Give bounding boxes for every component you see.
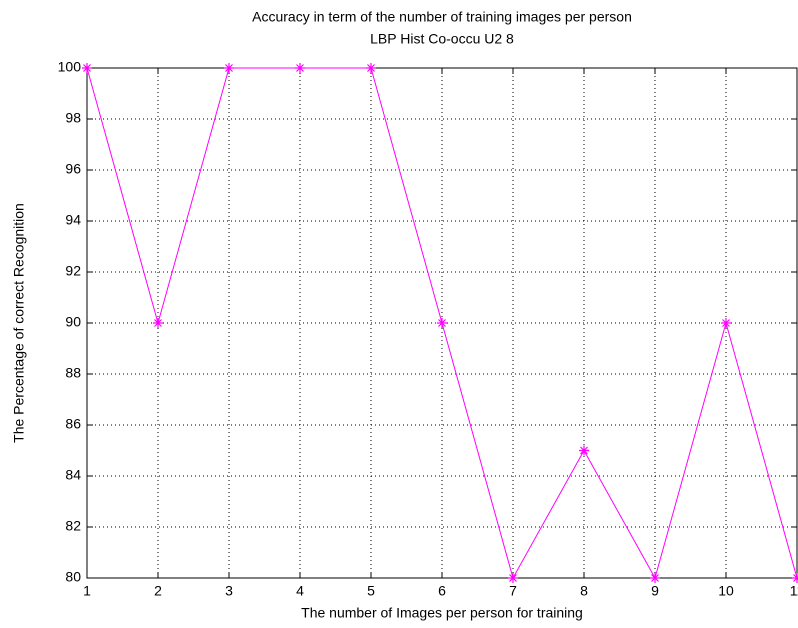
data-point — [366, 63, 376, 73]
y-tick-label: 88 — [65, 365, 81, 381]
data-point — [579, 445, 589, 456]
y-tick-label: 84 — [65, 467, 81, 483]
y-tick-label: 96 — [65, 161, 81, 177]
x-tick-label: 9 — [651, 583, 659, 599]
y-tick-label: 100 — [58, 59, 82, 75]
y-tick-label: 80 — [65, 569, 81, 585]
data-point — [153, 318, 163, 328]
plot-frame — [86, 67, 798, 579]
x-tick-label: 3 — [225, 583, 233, 599]
data-point — [295, 63, 305, 73]
x-tick-label: 10 — [718, 583, 734, 599]
x-tick-label: 6 — [438, 583, 446, 599]
x-axis-label: The number of Images per person for trai… — [301, 605, 583, 621]
data-point — [224, 63, 234, 73]
data-point — [721, 318, 731, 328]
x-tick-label: 2 — [154, 583, 162, 599]
data-point — [792, 573, 798, 583]
chart-subtitle: LBP Hist Co-occu U2 8 — [370, 31, 514, 47]
x-tick-label: 1 — [83, 583, 91, 599]
y-tick-label: 90 — [65, 314, 81, 330]
y-axis-label: The Percentage of correct Recognition — [11, 203, 27, 443]
x-tick-label: 11 — [790, 583, 798, 599]
data-point — [437, 318, 447, 328]
y-tick-label: 92 — [65, 263, 81, 279]
data-point — [650, 573, 660, 583]
y-tick-label: 86 — [65, 416, 81, 432]
x-tick-label: 8 — [580, 583, 588, 599]
x-tick-label: 5 — [367, 583, 375, 599]
x-tick-label: 4 — [296, 583, 304, 599]
x-tick-label: 7 — [509, 583, 517, 599]
data-point — [82, 63, 92, 73]
y-tick-label: 94 — [65, 212, 81, 228]
data-point — [508, 573, 518, 583]
y-tick-label: 98 — [65, 110, 81, 126]
y-tick-label: 82 — [65, 518, 81, 534]
chart-title: Accuracy in term of the number of traini… — [252, 9, 632, 25]
